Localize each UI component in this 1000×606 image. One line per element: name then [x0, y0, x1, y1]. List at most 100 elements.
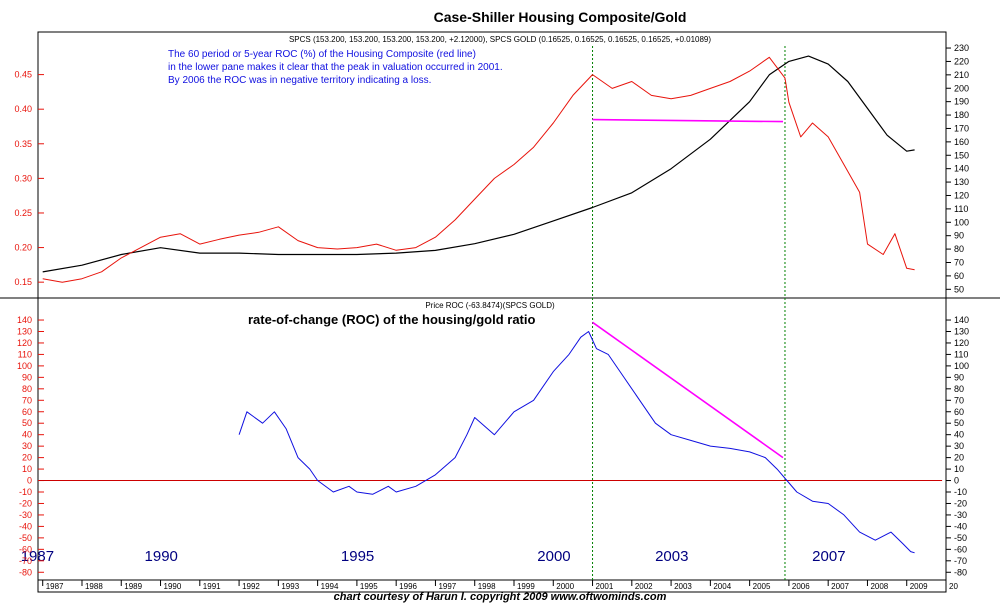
x-tick-label-17: 2004 [713, 582, 731, 591]
lower-title: rate-of-change (ROC) of the housing/gold… [248, 312, 535, 327]
x-tick-label-7: 1994 [321, 582, 339, 591]
annotation-line-2: in the lower pane makes it clear that th… [168, 62, 503, 73]
footer-credit: chart courtesy of Harun I. copyright 200… [334, 591, 667, 603]
lower-right-tick-label-15: 70 [954, 395, 964, 405]
lower-left-tick-label-17: 90 [22, 372, 32, 382]
big-year-3: 2000 [537, 548, 570, 565]
upper-right-tick-label-17: 220 [954, 56, 969, 66]
upper-right-tick-label-4: 90 [954, 231, 964, 241]
big-year-2: 1995 [341, 548, 374, 565]
lower-legend: Price ROC (-63.8474)(SPCS GOLD) [425, 301, 555, 310]
upper-legend: SPCS (153.200, 153.200, 153.200, 153.200… [289, 35, 711, 44]
lower-left-tick-label-1: -70 [19, 556, 32, 566]
x-tick-label-16: 2003 [674, 582, 692, 591]
upper-right-tick-label-5: 100 [954, 217, 969, 227]
x-tick-label-10: 1997 [438, 582, 456, 591]
x-tick-label-13: 2000 [556, 582, 574, 591]
lower-left-tick-label-2: -60 [19, 544, 32, 554]
roc-line [238, 331, 915, 554]
lower-right-tick-label-17: 90 [954, 372, 964, 382]
x-tick-label-6: 1993 [281, 582, 299, 591]
upper-left-axis: 0.15 0.20 0.25 0.30 0.35 0.40 0.45 [14, 70, 44, 287]
annotation-text: The 60 period or 5-year ROC (%) of the H… [168, 49, 503, 86]
lower-right-tick-label-21: 130 [954, 326, 969, 336]
big-year-4: 2003 [655, 548, 688, 565]
lower-right-tick-label-18: 100 [954, 361, 969, 371]
upper-left-tick-label-1: 0.20 [14, 243, 32, 253]
lower-left-tick-label-14: 60 [22, 407, 32, 417]
lower-right-tick-label-0: -80 [954, 567, 967, 577]
lower-right-tick-label-7: -10 [954, 487, 967, 497]
lower-left-tick-label-4: -40 [19, 521, 32, 531]
lower-left-tick-label-22: 140 [17, 315, 32, 325]
x-tick-label-19: 2006 [792, 582, 810, 591]
upper-left-tick-label-0: 0.15 [14, 277, 32, 287]
upper-left-tick-label-4: 0.35 [14, 139, 32, 149]
upper-right-tick-label-10: 150 [954, 150, 969, 160]
lower-right-tick-label-11: 30 [954, 441, 964, 451]
x-tick-label-3: 1990 [164, 582, 182, 591]
x-tick-label-0: 1987 [46, 582, 64, 591]
lower-left-tick-label-9: 10 [22, 464, 32, 474]
lower-right-tick-label-10: 20 [954, 453, 964, 463]
lower-right-tick-label-12: 40 [954, 430, 964, 440]
upper-right-tick-label-8: 130 [954, 177, 969, 187]
lower-left-tick-label-6: -20 [19, 498, 32, 508]
lower-left-tick-label-8: 0 [27, 476, 32, 486]
lower-right-tick-label-16: 80 [954, 384, 964, 394]
big-year-0: 1987 [21, 548, 54, 565]
chart-title: Case-Shiller Housing Composite/Gold [434, 9, 687, 25]
lower-left-tick-label-16: 80 [22, 384, 32, 394]
lower-left-tick-label-18: 100 [17, 361, 32, 371]
x-tick-label-11: 1998 [478, 582, 496, 591]
lower-left-tick-label-10: 20 [22, 453, 32, 463]
lower-left-tick-label-19: 110 [18, 349, 32, 359]
big-year-labels: 1987 1990 1995 2000 2003 2007 [21, 548, 846, 565]
x-tick-label-12: 1999 [517, 582, 535, 591]
upper-left-tick-label-5: 0.40 [14, 104, 32, 114]
big-year-5: 2007 [812, 548, 845, 565]
x-tick-label-1: 1988 [85, 582, 103, 591]
upper-right-tick-label-11: 160 [954, 137, 969, 147]
lower-right-tick-label-8: 0 [954, 476, 959, 486]
x-tick-label-21: 2008 [870, 582, 888, 591]
lower-right-tick-label-3: -50 [954, 533, 967, 543]
upper-right-tick-label-18: 230 [954, 43, 969, 53]
x-tick-label-5: 1992 [242, 582, 260, 591]
spcs-line [42, 55, 915, 273]
x-tick-label-14: 2001 [596, 582, 614, 591]
upper-left-tick-label-3: 0.30 [14, 173, 32, 183]
annotation-line-3: By 2006 the ROC was in negative territor… [168, 75, 431, 86]
upper-right-tick-label-14: 190 [954, 97, 969, 107]
lower-left-tick-label-3: -50 [19, 533, 32, 543]
lower-left-tick-label-20: 120 [17, 338, 32, 348]
upper-left-tick-label-2: 0.25 [14, 208, 32, 218]
upper-right-tick-label-3: 80 [954, 244, 964, 254]
lower-right-tick-label-2: -60 [954, 544, 967, 554]
lower-left-tick-label-15: 70 [22, 395, 32, 405]
lower-right-tick-label-5: -30 [954, 510, 967, 520]
upper-right-tick-label-6: 110 [954, 204, 968, 214]
lower-right-tick-label-19: 110 [954, 349, 968, 359]
upper-right-tick-label-1: 60 [954, 271, 964, 281]
lower-left-tick-label-21: 130 [17, 326, 32, 336]
upper-right-axis: 50 60 70 80 90 100 110 120 130 140 150 160 170 180 190… [946, 43, 969, 294]
upper-right-tick-label-16: 210 [954, 70, 969, 80]
upper-left-tick-label-6: 0.45 [14, 70, 32, 80]
x-tick-label-9: 1996 [399, 582, 417, 591]
x-tick-label-4: 1991 [203, 582, 221, 591]
lower-left-tick-label-13: 50 [22, 418, 32, 428]
upper-right-tick-label-9: 140 [954, 164, 969, 174]
lower-right-tick-label-14: 60 [954, 407, 964, 417]
x-tick-label-23: 20 [949, 582, 958, 591]
upper-right-tick-label-0: 50 [954, 284, 964, 294]
x-tick-label-15: 2002 [635, 582, 653, 591]
lower-right-tick-label-13: 50 [954, 418, 964, 428]
upper-right-tick-label-2: 70 [954, 257, 964, 267]
lower-right-tick-label-9: 10 [954, 464, 964, 474]
upper-trend-line [592, 118, 784, 123]
lower-right-tick-label-22: 140 [954, 315, 969, 325]
